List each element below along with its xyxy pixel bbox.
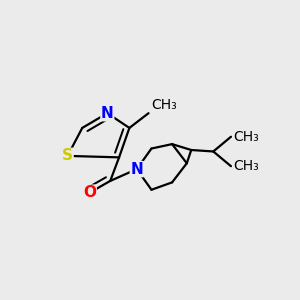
Text: CH₃: CH₃ bbox=[233, 159, 259, 173]
Text: CH₃: CH₃ bbox=[151, 98, 177, 112]
Text: N: N bbox=[130, 162, 143, 177]
Text: CH₃: CH₃ bbox=[233, 130, 259, 144]
Text: S: S bbox=[62, 148, 73, 164]
Text: O: O bbox=[83, 185, 96, 200]
Text: N: N bbox=[101, 106, 114, 121]
